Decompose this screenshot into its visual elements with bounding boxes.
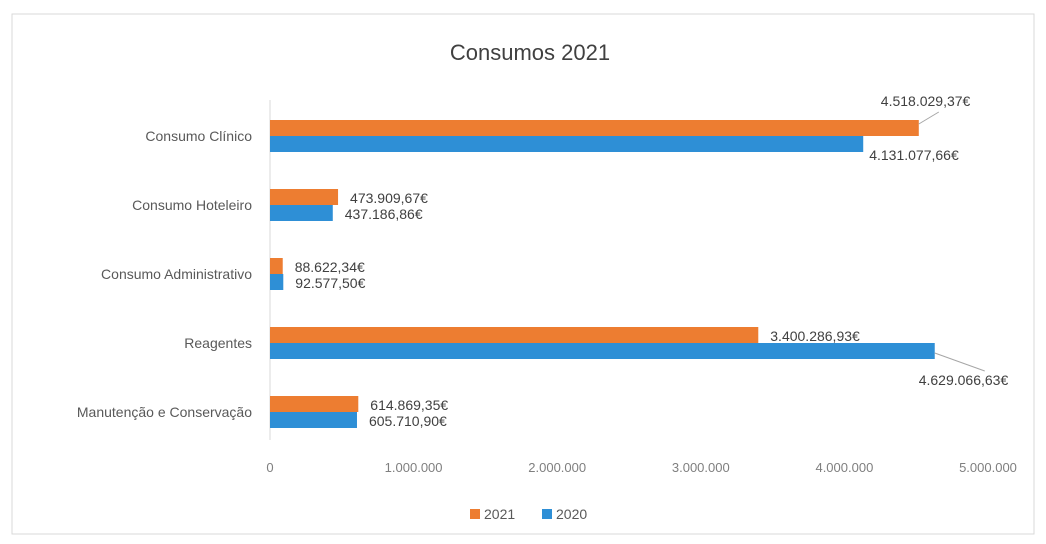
leader-line	[918, 111, 940, 125]
bar-2020-3	[270, 274, 284, 290]
bar-2021-3	[270, 258, 283, 274]
leader-line	[934, 352, 985, 372]
x-tick-label: 3.000.000	[672, 460, 730, 475]
data-label-2021: 614.869,35€	[370, 397, 448, 413]
category-label: Consumo Hoteleiro	[132, 197, 252, 213]
x-axis-tick-labels: 0 1.000.000 2.000.000 3.000.000 4.000.000 5.0…	[266, 460, 1017, 475]
bar-2020-1	[270, 136, 864, 152]
x-tick-label: 1.000.000	[385, 460, 443, 475]
bar-2020-4	[270, 343, 935, 359]
bars	[270, 120, 935, 428]
bar-2021-2	[270, 189, 339, 205]
legend: 2021 2020	[470, 506, 587, 522]
bar-2020-2	[270, 205, 333, 221]
data-label-2020: 4.131.077,66€	[869, 147, 959, 163]
data-label-2021: 3.400.286,93€	[770, 328, 860, 344]
data-label-2021: 473.909,67€	[350, 190, 428, 206]
x-tick-label: 5.000.000	[959, 460, 1017, 475]
leader-lines	[918, 111, 985, 372]
category-label: Manutenção e Conservação	[77, 404, 252, 420]
category-label: Reagentes	[184, 335, 252, 351]
chart-title: Consumos 2021	[450, 40, 610, 65]
legend-swatch-2021	[470, 509, 480, 519]
x-tick-label: 2.000.000	[528, 460, 586, 475]
x-tick-label: 4.000.000	[815, 460, 873, 475]
category-label: Consumo Administrativo	[101, 266, 252, 282]
bar-2021-4	[270, 327, 759, 343]
category-label: Consumo Clínico	[145, 128, 252, 144]
bar-2021-1	[270, 120, 919, 136]
bar-2021-5	[270, 396, 359, 412]
data-label-2020: 437.186,86€	[345, 206, 423, 222]
legend-label-2021: 2021	[484, 506, 515, 522]
data-label-2021: 4.518.029,37€	[881, 93, 971, 109]
data-label-2020: 605.710,90€	[369, 413, 447, 429]
bar-2020-5	[270, 412, 357, 428]
legend-label-2020: 2020	[556, 506, 587, 522]
data-labels: 4.518.029,37€ 4.131.077,66€ 473.909,67€437…	[295, 93, 1009, 429]
data-label-2020: 92.577,50€	[295, 275, 365, 291]
data-label-2020: 4.629.066,63€	[919, 372, 1009, 388]
chart-border	[11, 13, 1035, 535]
data-label-2021: 88.622,34€	[295, 259, 365, 275]
legend-swatch-2020	[542, 509, 552, 519]
x-tick-label: 0	[266, 460, 273, 475]
category-labels: Consumo Clínico Consumo Hoteleiro Consumo …	[77, 128, 252, 420]
